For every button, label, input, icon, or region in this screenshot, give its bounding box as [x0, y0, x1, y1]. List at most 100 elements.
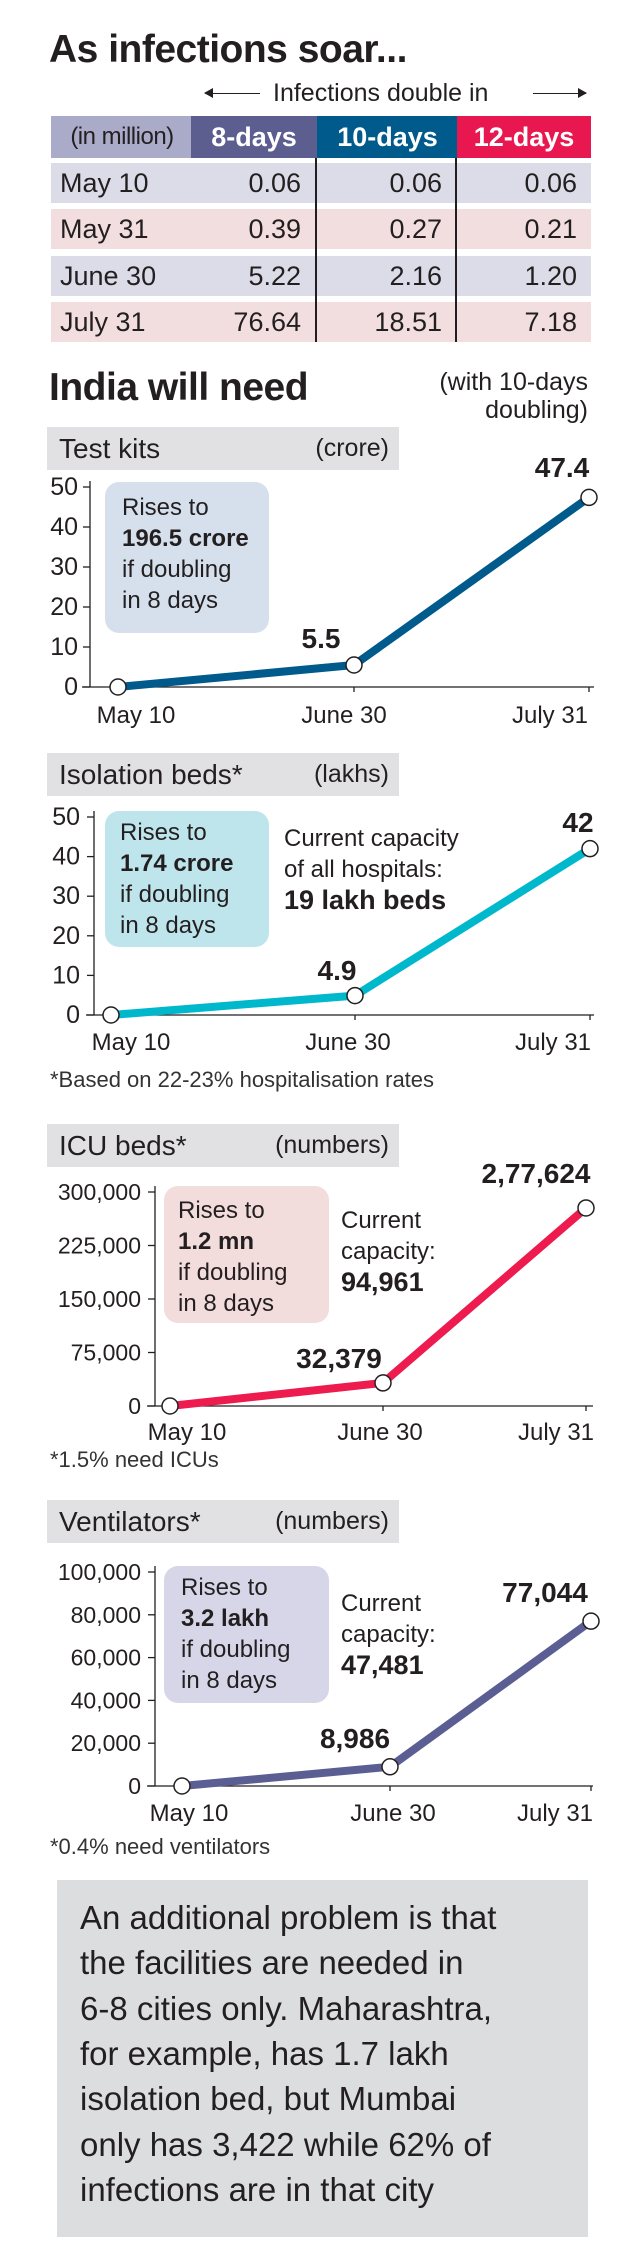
table-cell: 5.22 — [248, 261, 301, 291]
note-line: An additional problem is that — [80, 1899, 497, 1936]
section-note-line2: doubling) — [485, 396, 588, 424]
section-title: India will need — [49, 366, 309, 409]
y-tick-label: 80,000 — [71, 1602, 141, 1628]
callout-line: in 8 days — [178, 1290, 275, 1317]
chart-title: Ventilators* — [59, 1506, 201, 1537]
y-tick-label: 40,000 — [71, 1687, 141, 1713]
table-cell: 18.51 — [374, 307, 442, 337]
y-tick-label: 20,000 — [71, 1730, 141, 1756]
table-cell: 0.21 — [524, 214, 577, 244]
y-tick-label: 225,000 — [58, 1233, 141, 1259]
data-label: 32,379 — [296, 1343, 382, 1374]
chart-footnote: *Based on 22-23% hospitalisation rates — [50, 1067, 435, 1092]
data-point — [580, 488, 598, 507]
capacity-line: 47,481 — [341, 1650, 424, 1680]
row-date: May 10 — [60, 168, 149, 198]
x-tick-label: June 30 — [337, 1419, 422, 1446]
table-cell: 0.39 — [248, 214, 301, 244]
table-cell: 2.16 — [389, 261, 442, 291]
data-point — [161, 1397, 179, 1415]
table-cell: 0.27 — [389, 214, 442, 244]
chart-footnote: *0.4% need ventilators — [50, 1834, 271, 1859]
page-title: As infections soar... — [49, 28, 407, 71]
callout-line: Rises to — [120, 819, 207, 846]
chart-header: ICU beds* (numbers) — [47, 1124, 399, 1167]
capacity-line: capacity: — [341, 1238, 436, 1265]
table-cell: 0.06 — [524, 168, 577, 198]
table-caption: Infections double in — [273, 79, 489, 107]
callout-box — [105, 811, 269, 947]
table-cell: 1.20 — [524, 261, 577, 291]
note-line: 6-8 cities only. Maharashtra, — [80, 1989, 493, 2027]
y-tick-label: 40 — [50, 513, 78, 541]
x-tick-label: July 31 — [512, 702, 588, 729]
y-tick-label: 300,000 — [58, 1179, 141, 1205]
y-tick-label: 0 — [64, 673, 78, 701]
chart-title: Isolation beds* — [59, 759, 243, 790]
table-row — [51, 302, 591, 342]
section-note-line1: (with 10-days — [439, 368, 588, 396]
x-tick-label: May 10 — [97, 702, 176, 729]
column-header-12-days: 12-days — [457, 116, 591, 158]
data-label: 5.5 — [302, 623, 341, 654]
callout-line: 196.5 crore — [122, 525, 249, 552]
data-label: 47.4 — [535, 452, 590, 483]
callout-line: if doubling — [181, 1636, 291, 1663]
y-tick-label: 150,000 — [58, 1286, 141, 1312]
callout-line: Rises to — [178, 1197, 265, 1224]
y-tick-label: 30 — [50, 553, 78, 581]
y-tick-label: 10 — [50, 633, 78, 661]
arrow-right-icon — [533, 88, 587, 98]
data-point — [581, 839, 599, 858]
x-tick-label: July 31 — [517, 1800, 593, 1827]
capacity-line: Current — [341, 1590, 422, 1617]
chart-unit: (numbers) — [275, 1131, 389, 1159]
y-tick-label: 50 — [50, 473, 78, 501]
chart-title: Test kits — [59, 433, 161, 464]
note-line: only has 3,422 while 62% of — [80, 2125, 491, 2163]
table-cell: 0.06 — [248, 168, 301, 198]
y-tick-label: 30 — [52, 882, 80, 910]
y-tick-label: 60,000 — [71, 1645, 141, 1671]
y-tick-label: 50 — [52, 803, 80, 831]
table-cell: 76.64 — [233, 307, 301, 337]
note-line: the facilities are needed in — [80, 1944, 464, 1982]
table-row — [51, 163, 591, 203]
data-point — [345, 656, 363, 674]
chart-unit: (crore) — [315, 434, 389, 462]
note-box: An additional problem is that the facilit… — [57, 1880, 588, 2237]
data-label: 77,044 — [502, 1577, 588, 1608]
callout-line: 1.74 crore — [120, 850, 234, 877]
chart-header: Isolation beds* (lakhs) — [47, 753, 399, 796]
callout-line: in 8 days — [122, 587, 219, 614]
arrow-left-icon — [204, 88, 260, 98]
y-tick-label: 20 — [52, 922, 80, 950]
y-tick-label: 100,000 — [58, 1559, 141, 1585]
table-row — [51, 209, 591, 249]
callout-line: Rises to — [122, 494, 209, 521]
capacity-line: 94,961 — [341, 1267, 424, 1297]
y-tick-label: 75,000 — [71, 1340, 141, 1366]
row-date: July 31 — [60, 307, 146, 337]
note-line: isolation bed, but Mumbai — [80, 2080, 457, 2118]
callout-box — [105, 482, 269, 633]
data-label: 4.9 — [318, 955, 357, 986]
chart-header: Ventilators* (numbers) — [47, 1500, 399, 1543]
row-date: May 31 — [60, 214, 149, 244]
table-cell: 7.18 — [524, 307, 577, 337]
callout-line: 1.2 mn — [178, 1228, 255, 1255]
x-tick-label: June 30 — [305, 1029, 390, 1056]
callout-box — [164, 1186, 329, 1323]
callout-line: if doubling — [122, 556, 232, 583]
data-label: 42 — [562, 807, 593, 838]
data-point — [381, 1758, 399, 1776]
chart-unit: (numbers) — [275, 1507, 389, 1535]
row-date: June 30 — [60, 261, 157, 291]
y-tick-label: 40 — [52, 843, 80, 871]
x-tick-label: June 30 — [350, 1800, 435, 1827]
capacity-line: capacity: — [341, 1621, 436, 1648]
y-tick-label: 0 — [128, 1773, 141, 1799]
note-line: infections are in that city — [80, 2170, 435, 2208]
y-tick-label: 10 — [52, 961, 80, 989]
